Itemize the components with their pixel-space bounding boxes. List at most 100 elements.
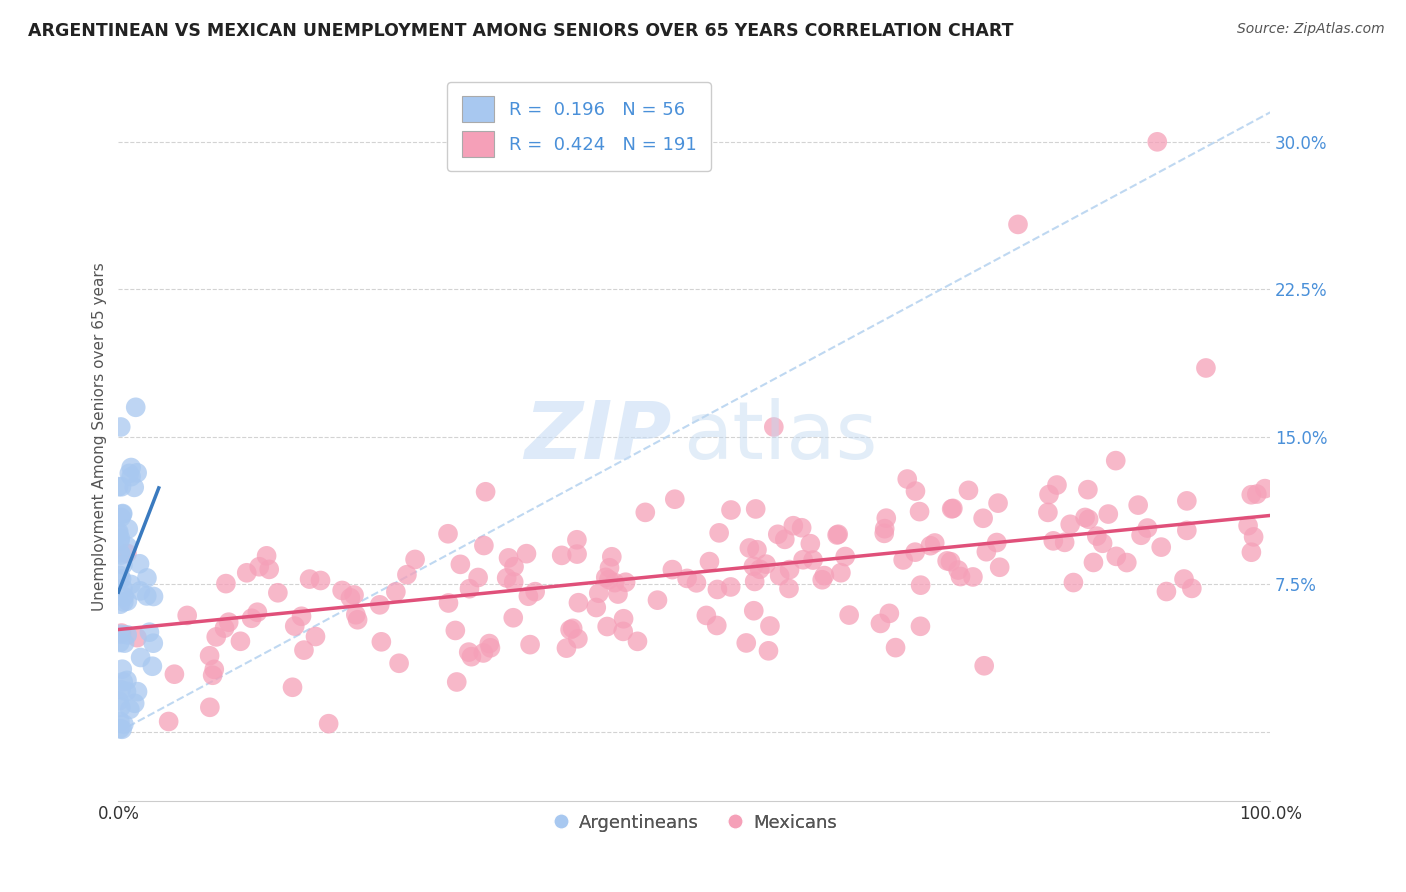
Point [498,550,520,565]
Point [1175,524,1198,538]
Point [388,657,411,671]
Point [748,562,770,576]
Point [720,580,742,594]
Point [941,501,963,516]
Point [891,553,914,567]
Point [567,632,589,646]
Point [987,496,1010,510]
Point [129,583,152,598]
Point [457,645,479,659]
Point [707,525,730,540]
Point [111,723,134,737]
Point [339,591,361,605]
Point [782,518,804,533]
Point [790,521,813,535]
Point [626,634,648,648]
Point [110,532,132,546]
Point [647,593,669,607]
Point [235,566,257,580]
Point [108,635,131,649]
Point [551,549,574,563]
Point [395,567,418,582]
Point [205,630,228,644]
Point [214,621,236,635]
Point [495,571,517,585]
Point [910,578,932,592]
Point [108,722,131,736]
Point [111,558,134,572]
Point [884,640,907,655]
Point [202,662,225,676]
Point [976,545,998,559]
Point [706,582,728,597]
Point [309,574,332,588]
Point [1097,507,1119,521]
Point [135,589,157,603]
Point [699,555,721,569]
Point [1077,483,1099,497]
Point [595,570,617,584]
Point [114,636,136,650]
Point [1136,521,1159,535]
Point [685,575,707,590]
Point [343,588,366,602]
Point [879,607,901,621]
Point [142,590,165,604]
Point [1146,135,1168,149]
Point [385,585,408,599]
Point [744,574,766,589]
Point [229,634,252,648]
Point [778,582,800,596]
Point [111,582,134,596]
Text: ARGENTINEAN VS MEXICAN UNEMPLOYMENT AMONG SENIORS OVER 65 YEARS CORRELATION CHAR: ARGENTINEAN VS MEXICAN UNEMPLOYMENT AMON… [28,22,1014,40]
Point [720,503,742,517]
Point [142,636,165,650]
Point [370,635,392,649]
Point [176,608,198,623]
Point [1105,549,1128,564]
Point [811,573,834,587]
Point [519,638,541,652]
Point [1156,584,1178,599]
Point [612,624,634,639]
Point [267,586,290,600]
Point [766,527,789,541]
Point [1046,478,1069,492]
Point [1007,218,1029,232]
Point [108,568,131,582]
Point [117,522,139,536]
Point [304,630,326,644]
Point [120,460,142,475]
Point [779,563,801,577]
Point [136,571,159,585]
Point [599,560,621,574]
Point [368,598,391,612]
Point [773,533,796,547]
Point [318,716,340,731]
Point [1181,582,1204,596]
Point [108,694,131,708]
Point [138,625,160,640]
Point [738,541,761,555]
Point [759,619,782,633]
Point [1246,487,1268,501]
Point [198,648,221,663]
Point [122,480,145,494]
Point [924,536,946,550]
Point [946,563,969,577]
Point [125,631,148,645]
Point [565,547,588,561]
Point [111,507,134,521]
Point [1036,505,1059,519]
Point [112,717,135,731]
Point [515,547,537,561]
Point [108,714,131,728]
Point [875,511,897,525]
Point [742,559,765,574]
Point [246,605,269,619]
Point [588,586,610,600]
Point [437,526,460,541]
Point [904,545,927,559]
Text: ZIP: ZIP [524,398,671,475]
Point [1175,494,1198,508]
